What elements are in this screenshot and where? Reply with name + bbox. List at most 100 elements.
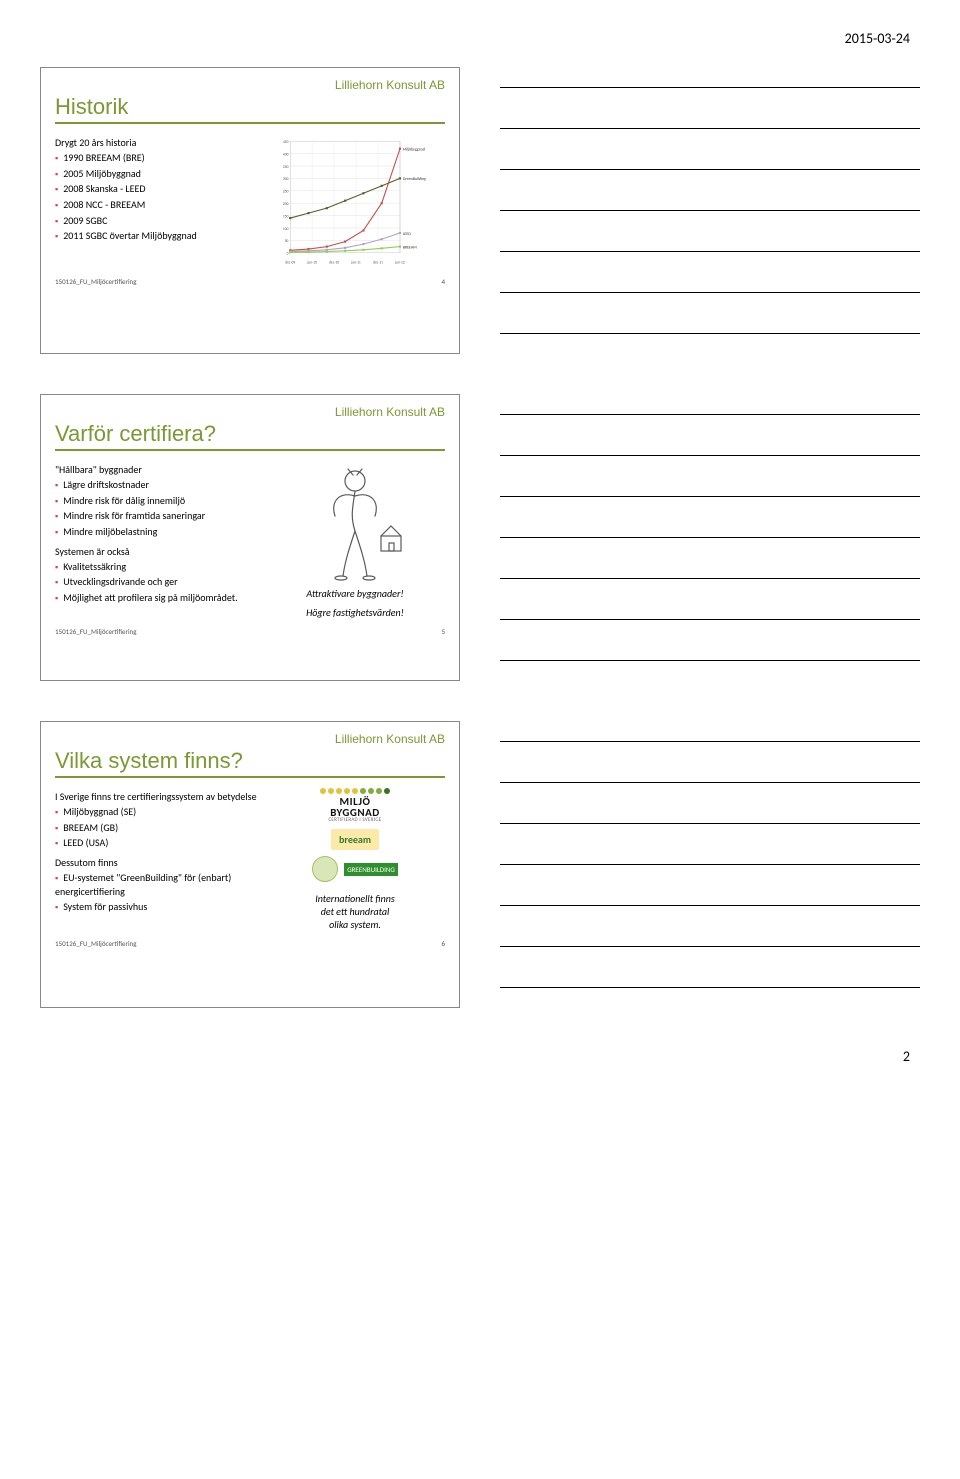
footer-num: 4 <box>441 277 445 286</box>
slide3-list1: Miljöbyggnad (SE)BREEAM (GB)LEED (USA) <box>55 805 257 850</box>
footer-num: 6 <box>441 939 445 948</box>
note-line <box>500 87 920 88</box>
svg-text:jun-10: jun-10 <box>306 261 317 265</box>
row-slide-2: Lilliehorn Konsult AB Varför certifiera?… <box>40 394 920 681</box>
page-number: 2 <box>40 1048 920 1065</box>
slide2-g2-head: Systemen är också <box>55 545 257 558</box>
list-item: Utvecklingsdrivande och ger <box>55 575 257 589</box>
dot-icon <box>360 788 366 794</box>
dot-icon <box>328 788 334 794</box>
slide2-list2: KvalitetssäkringUtvecklingsdrivande och … <box>55 560 257 605</box>
note-line <box>500 619 920 620</box>
list-item: 2008 Skanska - LEED <box>55 182 257 196</box>
slide1-title: Historik <box>55 94 445 120</box>
slide3-g1-head: I Sverige finns tre certifieringssystem … <box>55 790 257 803</box>
notes-3 <box>500 721 920 1008</box>
slide1-list: 1990 BREEAM (BRE) 2005 Miljöbyggnad2008 S… <box>55 151 257 243</box>
svg-text:dec-09: dec-09 <box>285 261 295 265</box>
list-item: 2005 Miljöbyggnad <box>55 167 257 181</box>
cap-l1: Internationellt finns <box>315 892 395 905</box>
slide-3: Lilliehorn Konsult AB Vilka system finns… <box>40 721 460 1008</box>
slide2-caption2: Högre fastighetsvärden! <box>306 606 404 619</box>
note-line <box>500 864 920 865</box>
list-item: Kvalitetssäkring <box>55 560 257 574</box>
dot-icon <box>368 788 374 794</box>
dot-icon <box>336 788 342 794</box>
greenbuilding-logo: GREENBUILDING <box>344 863 398 876</box>
note-line <box>500 823 920 824</box>
note-line <box>500 292 920 293</box>
note-line <box>500 455 920 456</box>
footer-ref: 150126_FU_Miljöcertifiering <box>55 939 137 948</box>
brand-label: Lilliehorn Konsult AB <box>55 732 445 746</box>
list-item: EU-systemet "GreenBuilding" för (enbart)… <box>55 871 257 898</box>
svg-text:dec-10: dec-10 <box>329 261 339 265</box>
slide2-text: "Hållbara" byggnader Lägre driftskostnad… <box>55 461 257 619</box>
dot-icon <box>320 788 326 794</box>
note-line <box>500 251 920 252</box>
note-line <box>500 333 920 334</box>
svg-text:450: 450 <box>283 140 289 144</box>
breeam-logo: breeam <box>331 829 379 850</box>
page-date: 2015-03-24 <box>40 30 920 47</box>
list-item: 2009 SGBC <box>55 214 257 228</box>
slide2-footer: 150126_FU_Miljöcertifiering 5 <box>55 627 445 636</box>
svg-text:350: 350 <box>283 165 289 169</box>
brand-label: Lilliehorn Konsult AB <box>55 405 445 419</box>
dot-icon <box>376 788 382 794</box>
svg-text:dec-11: dec-11 <box>373 261 383 265</box>
note-line <box>500 782 920 783</box>
cap-l3: olika system. <box>315 918 395 931</box>
slide2-caption1: Attraktivare byggnader! <box>306 587 403 600</box>
list-item: Mindre risk för framtida saneringar <box>55 509 257 523</box>
slide3-list2: EU-systemet "GreenBuilding" för (enbart)… <box>55 871 257 913</box>
svg-text:GreenBuilding: GreenBuilding <box>403 177 426 182</box>
slide2-list1: Lägre driftskostnaderMindre risk för dål… <box>55 478 257 539</box>
svg-text:50: 50 <box>285 239 289 243</box>
slide1-text: Drygt 20 års historia 1990 BREEAM (BRE) 2… <box>55 134 257 269</box>
list-item: 2008 NCC - BREEAM <box>55 198 257 212</box>
slide1-footer: 150126_FU_Miljöcertifiering 4 <box>55 277 445 286</box>
dot-icon <box>344 788 350 794</box>
footer-ref: 150126_FU_Miljöcertifiering <box>55 277 137 286</box>
svg-text:0: 0 <box>287 252 289 256</box>
slide1-chart-area: 050100150200250300350400450dec-09jun-10d… <box>265 134 445 269</box>
row-slide-1: Lilliehorn Konsult AB Historik Drygt 20 … <box>40 67 920 354</box>
svg-text:200: 200 <box>283 202 289 206</box>
slide1-lead: Drygt 20 års historia <box>55 136 257 149</box>
note-line <box>500 660 920 661</box>
footer-num: 5 <box>441 627 445 636</box>
title-rule <box>55 449 445 451</box>
notes-2 <box>500 394 920 681</box>
svg-text:Miljöbyggnad: Miljöbyggnad <box>403 147 425 152</box>
brand-label: Lilliehorn Konsult AB <box>55 78 445 92</box>
list-item: Miljöbyggnad (SE) <box>55 805 257 819</box>
dot-icon <box>384 788 390 794</box>
note-line <box>500 578 920 579</box>
slide3-caption: Internationellt finns det ett hundratal … <box>315 892 395 931</box>
list-item: System för passivhus <box>55 900 257 914</box>
slide2-figure: Attraktivare byggnader! Högre fastighets… <box>265 461 445 619</box>
list-item: BREEAM (GB) <box>55 821 257 835</box>
note-line <box>500 905 920 906</box>
svg-text:jun-12: jun-12 <box>394 261 405 265</box>
list-item: Mindre miljöbelastning <box>55 525 257 539</box>
footer-ref: 150126_FU_Miljöcertifiering <box>55 627 137 636</box>
note-line <box>500 169 920 170</box>
note-line <box>500 496 920 497</box>
figure-sketch <box>305 461 405 581</box>
svg-text:BREEAM: BREEAM <box>403 245 418 250</box>
svg-text:jun-11: jun-11 <box>350 261 361 265</box>
svg-text:150: 150 <box>283 214 289 218</box>
title-rule <box>55 122 445 124</box>
miljobyggnad-logo: MILJÖ BYGGNAD CERTIFIERAD I SVERIGE <box>320 788 390 823</box>
slide3-text: I Sverige finns tre certifieringssystem … <box>55 788 257 931</box>
slide3-logos: MILJÖ BYGGNAD CERTIFIERAD I SVERIGE bree… <box>265 788 445 931</box>
row-slide-3: Lilliehorn Konsult AB Vilka system finns… <box>40 721 920 1008</box>
list-item: 1990 BREEAM (BRE) <box>55 151 257 165</box>
svg-text:400: 400 <box>283 152 289 156</box>
line-chart: 050100150200250300350400450dec-09jun-10d… <box>265 134 445 269</box>
slide3-title: Vilka system finns? <box>55 748 445 774</box>
title-rule <box>55 776 445 778</box>
note-line <box>500 537 920 538</box>
